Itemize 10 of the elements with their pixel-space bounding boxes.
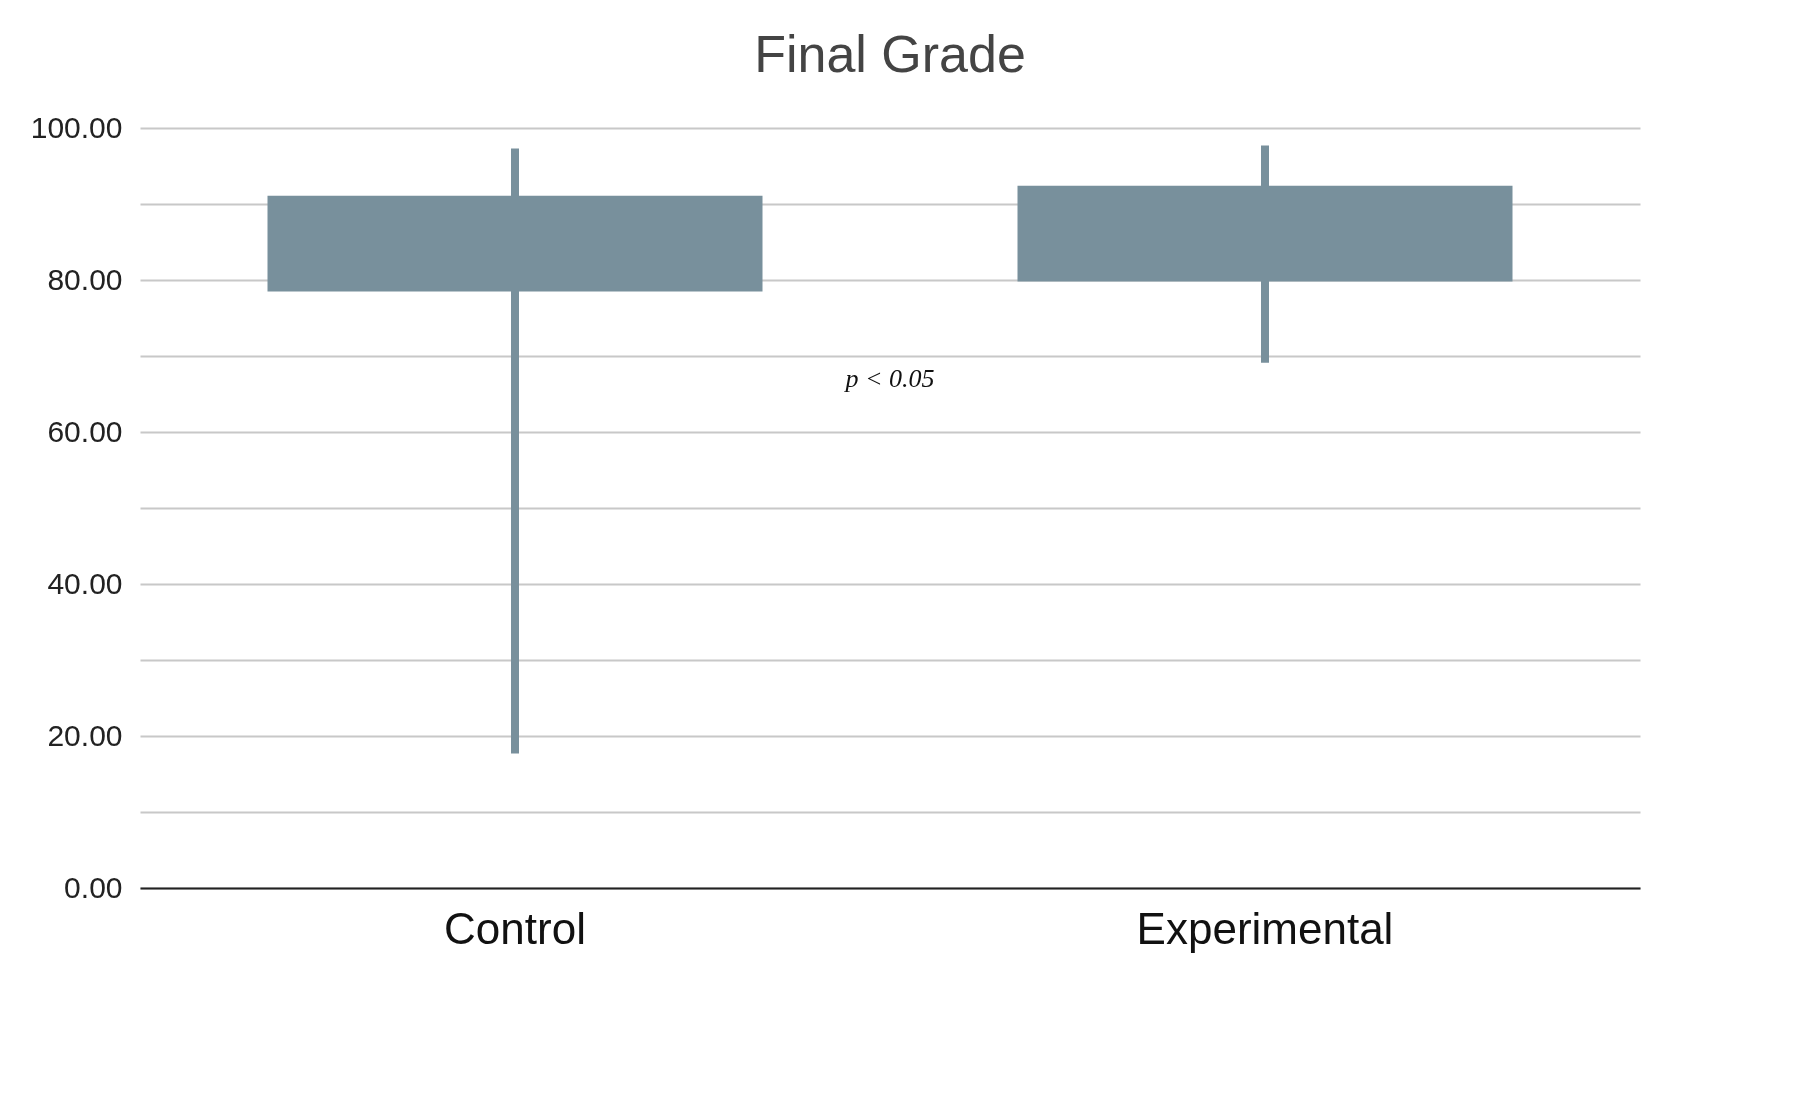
y-tick-label: 0.00 bbox=[64, 870, 123, 904]
y-tick-label: 80.00 bbox=[47, 262, 123, 296]
y-tick-label: 20.00 bbox=[47, 718, 123, 752]
x-tick-label: Experimental bbox=[1136, 903, 1394, 953]
y-tick-label: 40.00 bbox=[47, 566, 123, 600]
y-tick-label: 100.00 bbox=[30, 110, 123, 144]
chart-title: Final Grade bbox=[754, 25, 1026, 83]
x-tick-label: Control bbox=[444, 903, 586, 953]
y-tick-label: 60.00 bbox=[47, 414, 123, 448]
annotation: p < 0.05 bbox=[843, 363, 935, 393]
